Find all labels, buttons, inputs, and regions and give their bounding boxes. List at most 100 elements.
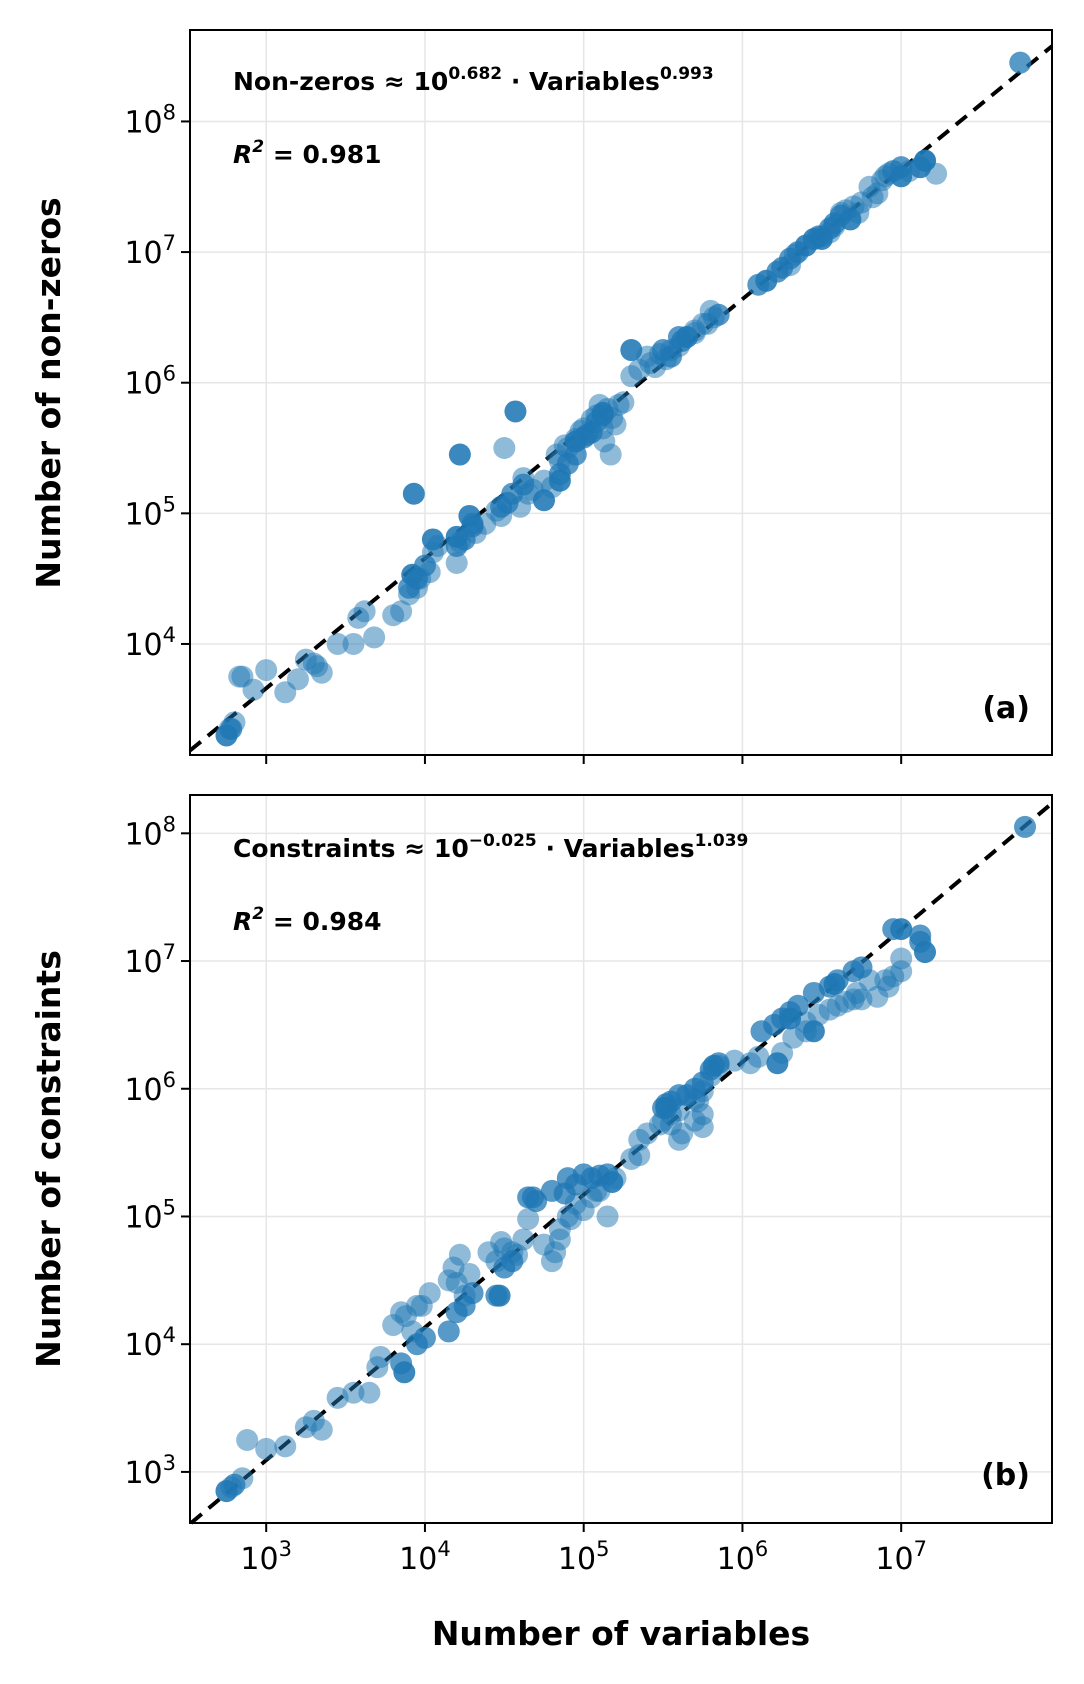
panel-b: 103 104 105 106 107 103 104 105 106 107 108 Const… [29,794,1054,1577]
data-point [850,988,873,1011]
data-point [220,717,243,740]
data-point [363,626,386,649]
data-point [702,1054,725,1077]
panel-b-grid [190,795,1052,1523]
data-point [1009,51,1032,74]
panel-a-grid [190,30,1052,755]
data-point [421,528,444,551]
data-point [231,665,254,688]
panel-b-ylabel: Number of constraints [29,950,68,1368]
data-point [747,1045,770,1068]
data-point [810,228,833,251]
data-point [655,1096,678,1119]
data-point [890,165,913,188]
panel-b-label: (b) [981,1458,1030,1493]
y-tick-label: 104 [124,1323,176,1363]
data-point [342,632,365,655]
data-point [512,1228,535,1251]
data-point [850,956,873,979]
data-point [401,563,424,586]
data-point [310,1418,333,1441]
data-point [445,551,468,574]
data-point [874,969,897,992]
y-tick-label: 105 [124,1195,176,1235]
data-point [402,482,425,505]
data-point [596,1205,619,1228]
data-point [223,1473,246,1496]
data-point [525,1190,548,1213]
data-point [839,208,862,231]
panel-b-x-ticks: 103 104 105 106 107 [240,1523,927,1577]
data-point [445,525,468,548]
data-point [559,1208,582,1231]
data-point [488,1284,511,1307]
data-point [533,489,556,512]
data-point [612,391,635,414]
x-tick-label: 106 [717,1537,769,1577]
data-point [255,1437,278,1460]
data-point [517,1208,540,1231]
data-point [599,443,622,466]
data-point [413,1326,436,1349]
data-point [660,345,683,368]
data-point [406,1294,429,1317]
data-point [890,918,913,941]
data-point [667,325,690,348]
data-point [504,400,527,423]
panel-a-y-ticks: 104 105 106 107 108 [124,100,190,663]
panel-a-label: (a) [982,691,1030,726]
data-point [766,1052,789,1075]
data-point [393,1361,416,1384]
data-point [1014,815,1037,838]
y-tick-label: 108 [124,812,176,852]
x-tick-label: 107 [875,1537,927,1577]
y-tick-label: 105 [124,492,176,532]
data-point [326,632,349,655]
data-point [302,652,325,675]
data-point [274,1435,297,1458]
data-point [707,303,730,326]
panel-b-frame [189,794,1053,1524]
data-point [802,1020,825,1043]
data-point [501,1250,524,1273]
data-point [909,924,932,947]
data-point [255,659,278,682]
data-point [353,600,376,623]
panel-b-points [215,815,1037,1503]
data-point [548,1228,571,1251]
data-point [493,437,516,460]
data-point [382,1314,405,1337]
x-tick-label: 103 [240,1537,292,1577]
panel-a: 104 105 106 107 108 Non-zeros ≈ 100.682 · Va… [29,29,1054,764]
data-point [390,600,413,623]
data-point [236,1428,259,1451]
data-point [548,469,571,492]
data-point [755,269,778,292]
data-point [437,1320,460,1343]
x-axis-label: Number of variables [432,1614,810,1653]
y-tick-label: 104 [124,623,176,663]
data-point [601,1170,624,1193]
data-point [779,1007,802,1030]
data-point [564,430,587,453]
data-point [477,1241,500,1264]
data-point [823,973,846,996]
data-point [458,504,481,527]
panel-b-equation: Constraints ≈ 10−0.025 · Variables1.039 [233,831,748,863]
data-point [667,1128,690,1151]
panel-b-r2: R2 = 0.984 [233,904,382,936]
data-point [914,149,937,172]
y-tick-label: 107 [124,231,176,271]
data-point [914,941,937,964]
data-point [620,339,643,362]
data-point [861,186,884,209]
data-point [691,1116,714,1139]
y-tick-label: 107 [124,940,176,980]
data-point [445,1271,468,1294]
data-point [461,1282,484,1305]
data-point [358,1381,381,1404]
y-tick-label: 103 [124,1451,176,1491]
data-point [448,1243,471,1266]
